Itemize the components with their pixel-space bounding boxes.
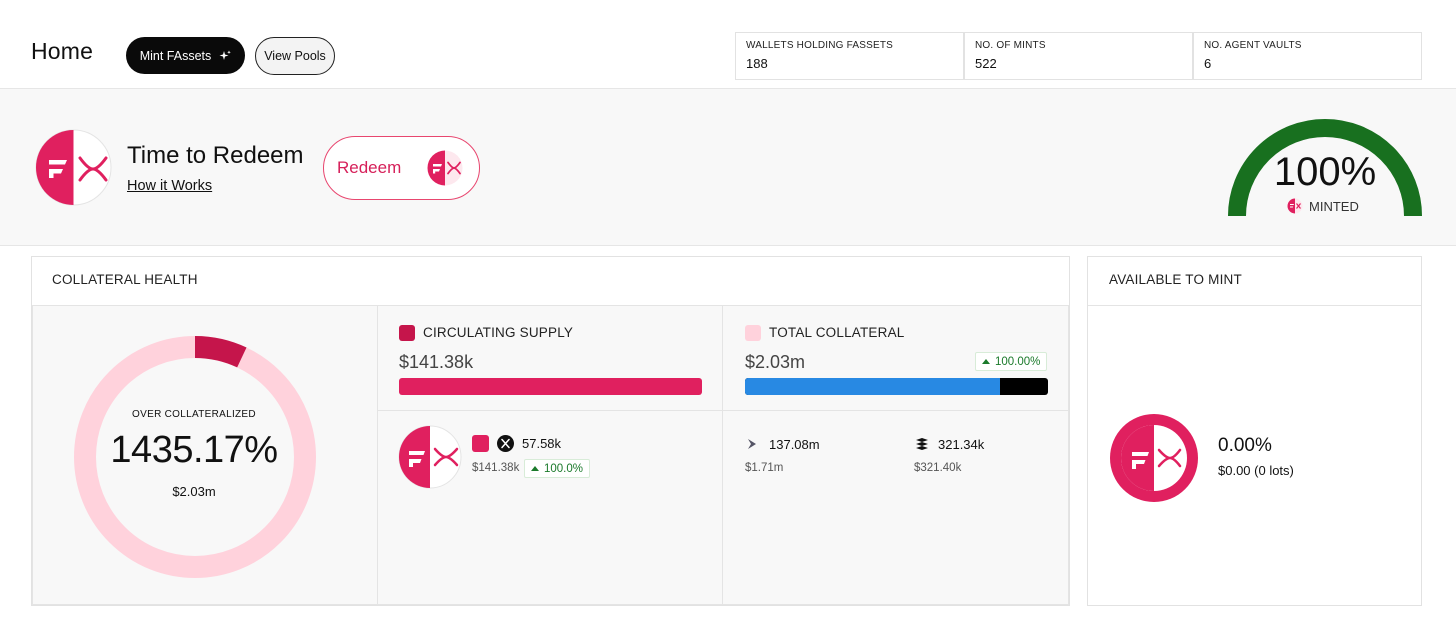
fxrp-icon [427,150,463,186]
circulating-supply-bar [399,378,702,395]
total-collateral-bar-fill [745,378,1000,395]
stat-wallets-holding: WALLETS HOLDING FASSETS 188 [735,32,964,80]
collateral-asset-usd: $321.40k [914,462,962,474]
page-title: Home [31,38,94,64]
stat-label: WALLETS HOLDING FASSETS [746,40,894,51]
redeem-banner [0,89,1456,246]
change-value: 100.00% [995,355,1041,368]
circulating-supply-bar-fill [399,378,702,395]
fxrp-swatch [472,435,489,452]
minted-gauge [1228,119,1422,217]
minted-label: MINTED [1309,198,1359,214]
donut-label: OVER COLLATERALIZED [132,409,256,420]
gauge-fill [1228,119,1422,217]
circulating-supply-label: CIRCULATING SUPPLY [423,325,574,340]
divider [1088,305,1421,306]
fxrp-available-icon [1110,414,1198,502]
fxrp-asset-icon [398,425,462,489]
up-arrow-icon [982,359,990,364]
collateral-donut [74,336,316,578]
stat-no-of-mints: NO. OF MINTS 522 [964,32,1193,80]
fxrp-logo-icon [35,129,112,206]
fxrp-amount: 57.58k [522,436,562,451]
stat-label: NO. OF MINTS [975,40,1046,51]
collateral-asset-amount: 137.08m [769,437,820,452]
stat-value: 6 [1204,56,1212,71]
redeem-button[interactable]: Redeem [323,136,480,200]
total-collateral-bar [745,378,1048,395]
collateral-asset-amount: 321.34k [938,437,985,452]
minted-label-row: MINTED [1287,198,1359,214]
up-arrow-icon [531,466,539,471]
donut-percent: 1435.17% [110,429,278,471]
minted-percent: 100% [1273,150,1377,194]
redeem-button-label: Redeem [337,158,402,177]
donut-amount: $2.03m [172,484,216,499]
collateral-health-title: COLLATERAL HEALTH [52,272,198,287]
collateral-assets-cell [722,410,1069,605]
stat-value: 188 [746,56,768,71]
stat-label: NO. AGENT VAULTS [1204,40,1302,51]
available-to-mint-title: AVAILABLE TO MINT [1109,272,1242,287]
fxrp-change-badge: 100.0% [524,459,591,478]
total-collateral-amount: $2.03m [745,352,806,372]
view-pools-button[interactable]: View Pools [255,37,335,75]
total-collateral-label: TOTAL COLLATERAL [769,325,905,340]
mint-fassets-label: Mint FAssets [139,48,212,63]
fxrp-usd: $141.38k [472,462,520,474]
total-collateral-legend-swatch [745,325,761,341]
circulating-supply-amount: $141.38k [399,352,474,372]
available-percent: 0.00% [1218,435,1272,456]
fxrp-icon [1287,198,1303,214]
collateral-asset-usd: $1.71m [745,462,784,474]
usdc-icon [916,438,928,450]
donut-minted-segment [194,336,247,368]
redeem-title: Time to Redeem [127,142,304,169]
xrp-icon [497,435,514,452]
change-value: 100.0% [544,462,584,475]
stat-agent-vaults: NO. AGENT VAULTS 6 [1193,32,1422,80]
sparkle-icon [219,50,232,60]
how-it-works-link[interactable]: How it Works [127,178,213,194]
flare-icon [748,439,756,449]
mint-fassets-button[interactable]: Mint FAssets [126,37,245,74]
total-collateral-change-badge: 100.00% [975,352,1048,371]
available-amount: $0.00 (0 lots) [1218,463,1294,478]
view-pools-label: View Pools [264,49,326,63]
stat-value: 522 [975,56,997,71]
circulating-legend-swatch [399,325,415,341]
